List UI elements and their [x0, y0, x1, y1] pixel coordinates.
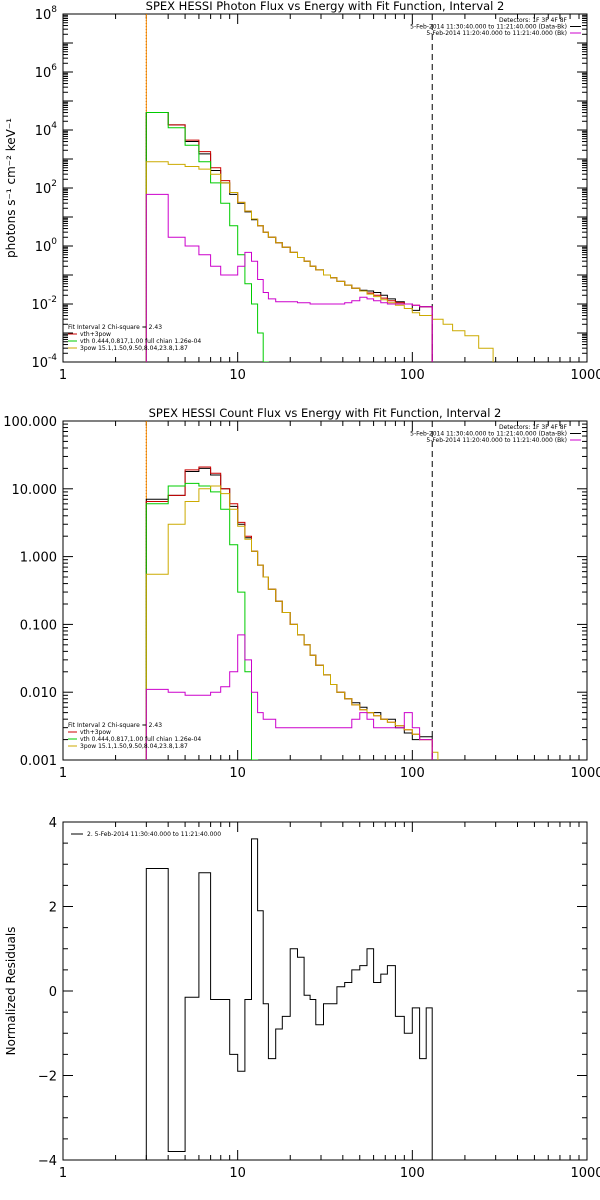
y-tick-label: 10-2: [31, 295, 57, 313]
y-tick-label: 10.000: [12, 483, 58, 498]
legend-entry: 2. 5-Feb-2014 11:30:40.000 to 11:21:40.0…: [87, 831, 221, 838]
y-tick-label: 1.000: [20, 551, 57, 566]
legend-entry: Fit Interval 2 Chi-square = 2.43: [68, 324, 162, 331]
x-tick-label: 1000: [570, 1166, 600, 1181]
series-line-2: [145, 466, 433, 760]
series-line-3: [145, 482, 259, 760]
panel-2: SPEX HESSI Count Flux vs Energy with Fit…: [3, 406, 600, 781]
y-tick-label: 108: [35, 5, 58, 23]
x-tick-label: 10: [229, 1166, 246, 1181]
y-axis-label: photons s⁻¹ cm⁻² keV⁻¹: [4, 118, 18, 258]
x-tick-label: 1000: [570, 766, 600, 781]
x-tick-label: 100: [400, 766, 425, 781]
legend-entry: 5-Feb-2014 11:30:40.000 to 11:21:40.000 …: [410, 24, 567, 31]
legend-entry: Fit Interval 2 Chi-square = 2.43: [68, 722, 162, 729]
series-line-4: [145, 485, 439, 760]
series-line-5: [145, 193, 433, 362]
y-axis-label: Normalized Residuals: [4, 927, 18, 1056]
y-tick-label: 104: [35, 121, 58, 139]
legend-entry: Detectors: 1F 3F 4F 8F: [499, 17, 568, 24]
x-tick-label: 10: [229, 368, 246, 383]
x-tick-label: 1: [59, 1166, 67, 1181]
y-tick-label: 2: [49, 901, 57, 916]
series-line-1: [145, 838, 433, 1160]
y-tick-label: 0.100: [20, 618, 57, 633]
series-line-4: [145, 161, 494, 362]
chart-title: SPEX HESSI Photon Flux vs Energy with Fi…: [146, 0, 505, 13]
y-tick-label: 106: [35, 63, 58, 81]
legend-entry: 3pow 15.1,1.50,9.50,8.04,23.8,1.87: [80, 345, 188, 352]
y-tick-label: 100.000: [3, 415, 57, 430]
legend-entry: vth+3pow: [80, 331, 111, 338]
panel-1: SPEX HESSI Photon Flux vs Energy with Fi…: [4, 0, 600, 383]
series-line-1: [145, 112, 433, 362]
x-tick-label: 10: [229, 766, 246, 781]
y-tick-label: 0.001: [20, 754, 57, 769]
y-tick-label: −2: [38, 1070, 57, 1085]
panel-3: 1 10 100 1000 −4 −2 0 2 4 Normalized Residuals 2. …: [4, 816, 600, 1181]
y-tick-label: 4: [49, 816, 57, 831]
legend-entry: 5-Feb-2014 11:20:40.000 to 11:21:40.000 …: [426, 437, 567, 444]
y-tick-label: 10-4: [31, 353, 57, 371]
series-line-2: [145, 112, 433, 362]
legend-entry: Detectors: 1F 3F 4F 8F: [499, 424, 568, 431]
y-tick-label: −4: [38, 1154, 57, 1169]
x-tick-label: 100: [400, 368, 425, 383]
chart-title: SPEX HESSI Count Flux vs Energy with Fit…: [149, 406, 502, 420]
x-tick-label: 1: [59, 368, 67, 383]
x-tick-label: 100: [400, 1166, 425, 1181]
x-tick-label: 1000: [570, 368, 600, 383]
y-tick-label: 100: [35, 237, 58, 255]
series-line-3: [145, 112, 269, 362]
y-tick-label: 0.010: [20, 686, 57, 701]
plot-frame: [62, 13, 588, 363]
legend-entry: vth 0.444,0.817,1.00 full chian 1.26e-04: [80, 338, 201, 345]
legend-entry: 5-Feb-2014 11:30:40.000 to 11:21:40.000 …: [410, 431, 567, 438]
legend-entry: vth+3pow: [80, 729, 111, 736]
y-tick-label: 0: [49, 985, 57, 1000]
series-line-1: [145, 467, 433, 760]
plot-frame: [62, 420, 588, 761]
legend-entry: 3pow 15.1,1.50,9.50,8.04,23.8,1.87: [80, 743, 188, 750]
legend-entry: 5-Feb-2014 11:20:40.000 to 11:21:40.000 …: [426, 30, 567, 37]
y-tick-label: 102: [35, 179, 57, 197]
legend-entry: vth 0.444,0.817,1.00 full chian 1.26e-04: [80, 736, 201, 743]
x-tick-label: 1: [59, 766, 67, 781]
series-line-5: [145, 634, 433, 760]
plot-frame: [62, 821, 588, 1161]
